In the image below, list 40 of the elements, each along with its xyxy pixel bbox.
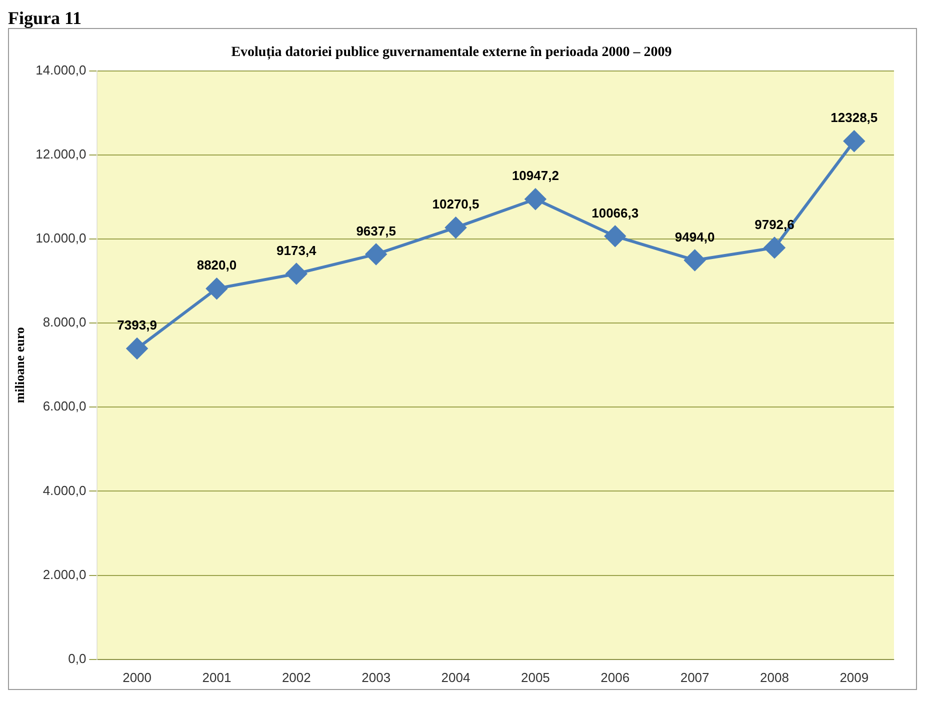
data-label: 12328,5 — [830, 110, 878, 126]
x-tick-label: 2001 — [202, 670, 232, 685]
y-tick-label: 10.000,0 — [36, 230, 86, 246]
data-label: 9637,5 — [356, 223, 396, 238]
data-label: 10947,2 — [512, 168, 559, 184]
y-tick-label: 2.000,0 — [42, 566, 86, 582]
x-tick-label: 2009 — [840, 670, 869, 685]
x-tick-label: 2006 — [600, 670, 630, 685]
data-label: 9173,4 — [276, 242, 318, 258]
y-axis-title: milioane euro — [12, 327, 28, 404]
point — [524, 188, 546, 210]
point — [604, 226, 626, 247]
y-tick-label: 4.000,0 — [42, 482, 86, 498]
data-label: 8820,0 — [196, 258, 237, 273]
y-tick-label: 0,0 — [68, 650, 86, 666]
y-tick-label: 12.000,0 — [36, 146, 86, 162]
point — [286, 263, 307, 284]
data-label: 9494,0 — [674, 229, 715, 244]
x-tick-label: 2007 — [680, 670, 710, 685]
y-tick-label: 14.000,0 — [36, 62, 86, 78]
text: Figura 11 — [8, 8, 83, 28]
point — [684, 250, 706, 271]
x-tick-label: 2005 — [520, 670, 550, 685]
y-tick-label: 6.000,0 — [42, 398, 86, 414]
point — [366, 244, 387, 265]
x-tick-label: 2002 — [282, 670, 311, 685]
data-label: 7393,9 — [117, 318, 157, 333]
point — [126, 338, 148, 360]
point — [844, 130, 865, 152]
x-tick-label: 2008 — [760, 670, 789, 685]
point — [764, 237, 785, 258]
y-tick-label: 8.000,0 — [42, 314, 86, 330]
data-label: 10270,5 — [432, 196, 480, 212]
point — [206, 278, 228, 300]
point — [445, 217, 466, 238]
x-tick-label: 2000 — [122, 670, 152, 685]
data-label: 10066,3 — [592, 205, 639, 220]
x-tick-label: 2004 — [441, 670, 470, 685]
x-tick-label: 2003 — [362, 670, 391, 685]
chart-title: Evoluția datoriei publice guvernamentale externe în perioada 2000 – 2009 — [231, 45, 672, 60]
